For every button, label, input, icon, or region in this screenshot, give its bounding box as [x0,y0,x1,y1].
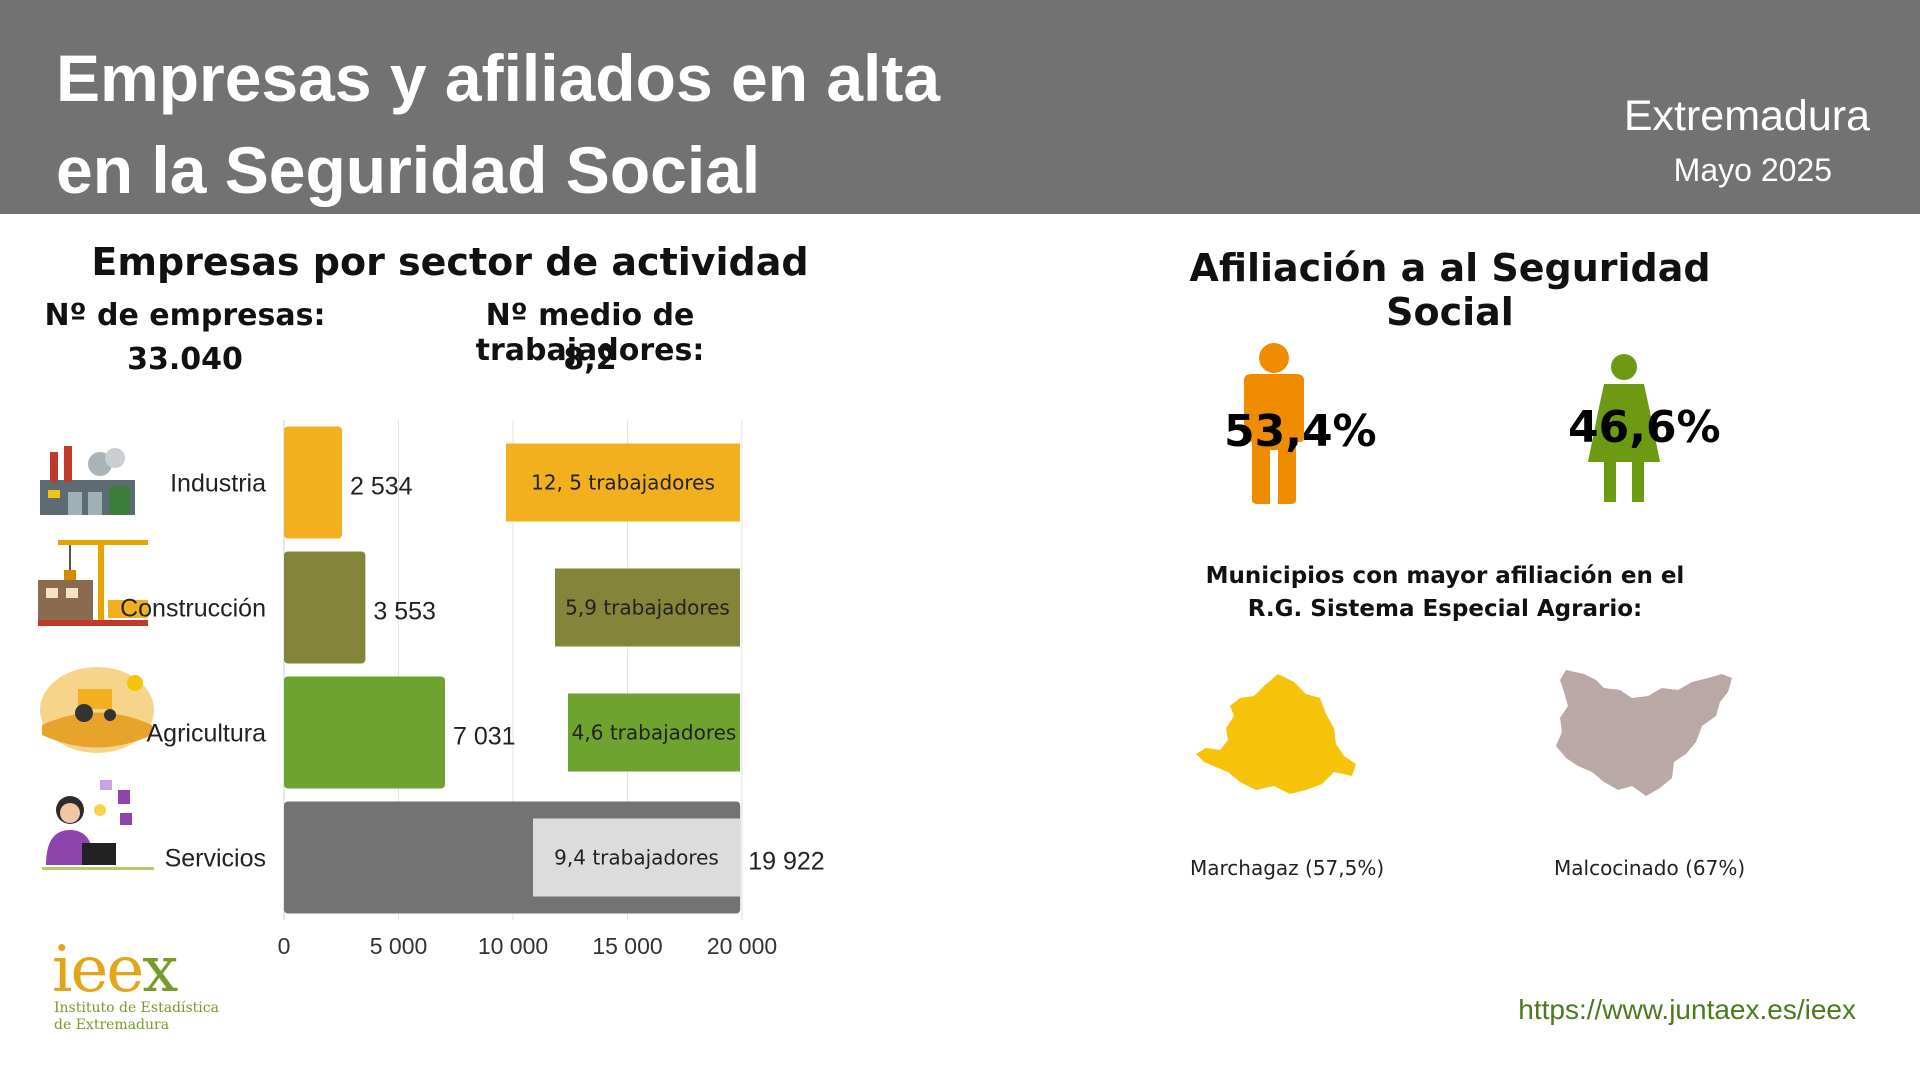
x-tick-label: 15 000 [592,933,662,959]
bar-agricultura [284,676,446,789]
x-tick-label: 5 000 [370,933,428,959]
companies-value: 33.040 [127,342,243,377]
woman-icon [1588,354,1660,502]
worker-box-label: 9,4 trabajadores [554,846,719,870]
worker-box-label: 12, 5 trabajadores [531,471,715,495]
value-label: 3 553 [373,598,436,626]
bar-industria [284,426,343,539]
x-axis-ticks: 0 5 000 10 000 15 000 20 000 [278,933,778,959]
page-title: Empresas y afiliados en alta en la Segur… [56,32,940,216]
period-label: Mayo 2025 [1673,152,1832,188]
ieex-logo: ieex [52,933,178,1007]
municipio-marchagaz-label: Marchagaz (57,5%) [1190,856,1385,880]
worker-box [506,443,740,522]
worker-box-label: 5,9 trabajadores [565,596,730,620]
category-labels: Industria Construcción Agricultura Servicio… [120,470,266,873]
logo-subtitle-line2: de Extremadura [54,1017,170,1033]
worker-boxes: 12, 5 trabajadores 5,9 trabajadores 4,6 tr… [506,443,740,897]
municipios-title-line2: R.G. Sistema Especial Agrario: [1247,596,1643,622]
bar-construcción [284,551,366,664]
men-percentage: 53,4% [1224,406,1377,457]
logo-subtitle-line1: Instituto de Estadística [54,1000,219,1016]
x-tick-label: 20 000 [707,933,777,959]
x-tick-label: 10 000 [478,933,548,959]
website-link[interactable]: https://www.juntaex.es/ieex [1518,994,1856,1025]
worker-box [555,568,740,647]
category-label: Industria [170,470,266,498]
man-icon [1244,343,1304,504]
worker-box [568,693,740,772]
companies-label: Nº de empresas: [44,298,326,333]
worker-box [533,818,740,897]
category-label: Construcción [120,595,266,623]
sector-icons [38,446,154,870]
crane-icon [38,540,148,626]
value-labels: 2 534 3 553 7 031 19 922 [350,473,825,876]
avg-workers-label: Nº medio de trabajadores: [475,298,705,368]
farm-tractor-icon [40,667,154,753]
value-label: 2 534 [350,473,413,501]
sector-section-title: Empresas por sector de actividad [91,240,809,284]
page-title-line1: Empresas y afiliados en alta [56,41,941,115]
worker-box-label: 4,6 trabajadores [572,721,737,745]
office-worker-icon [42,780,154,870]
category-label: Agricultura [147,720,267,748]
value-label: 19 922 [748,848,824,876]
category-label: Servicios [165,845,266,873]
women-percentage: 46,6% [1568,402,1721,453]
header-banner: Empresas y afiliados en alta en la Segur… [0,0,1920,214]
value-label: 7 031 [453,723,516,751]
affiliation-section-title: Afiliación a al Seguridad Social [1189,246,1711,334]
factory-icon [40,446,135,515]
region-label: Extremadura [1623,92,1870,140]
x-tick-label: 0 [278,933,291,959]
avg-workers-value: 8,2 [563,342,617,377]
badajoz-map-icon [1556,670,1732,796]
page-title-line2: en la Seguridad Social [56,133,761,207]
sector-bar-chart: Industria Construcción Agricultura Servicio… [38,420,825,959]
municipios-title: Municipios con mayor afiliación en el R.… [1180,560,1710,626]
municipio-malcocinado-label: Malcocinado (67%) [1554,856,1746,880]
caceres-map-icon [1196,674,1356,794]
municipios-title-line1: Municipios con mayor afiliación en el [1205,563,1685,589]
